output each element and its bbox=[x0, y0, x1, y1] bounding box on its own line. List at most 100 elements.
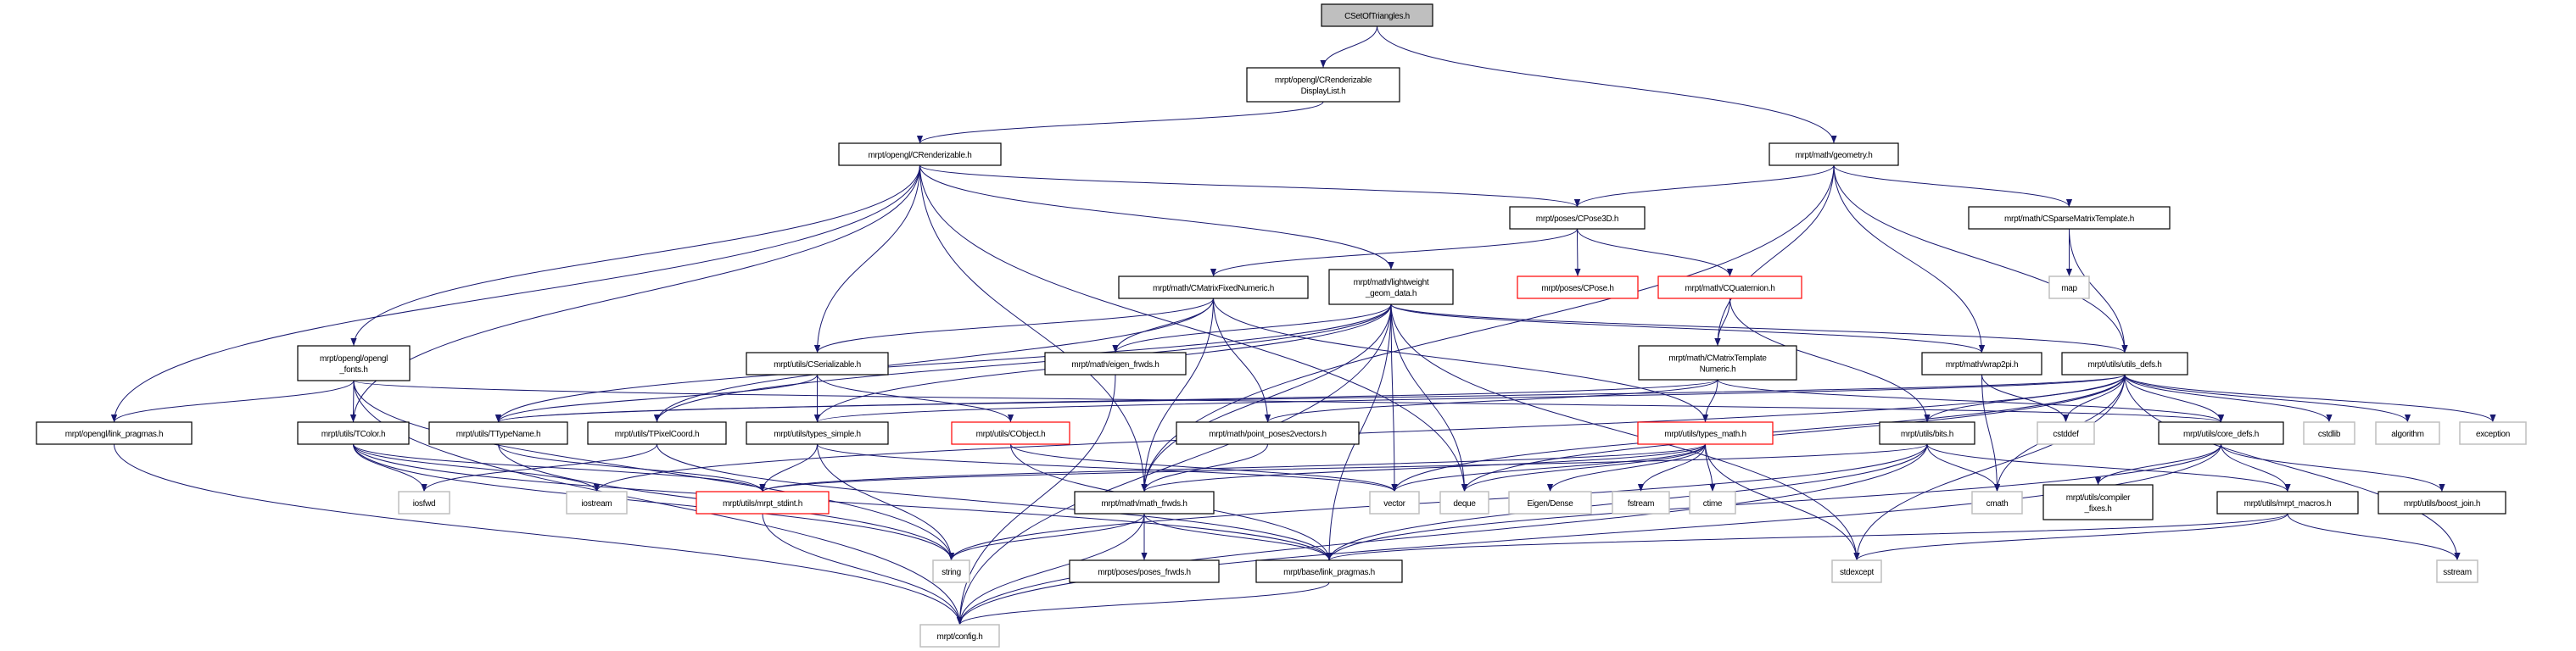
edge-bits-to-string bbox=[948, 443, 1928, 561]
node-compfixes[interactable]: mrpt/utils/compiler_fixes.h bbox=[2042, 484, 2154, 520]
node-label: mrpt/utils/core_defs.h bbox=[2183, 430, 2259, 439]
node-gllink[interactable]: mrpt/opengl/link_pragmas.h bbox=[36, 421, 193, 445]
node-exception: exception bbox=[2459, 421, 2527, 445]
edge-templnum-to-pp2v bbox=[1265, 379, 1718, 423]
edge-macros-to-baselink bbox=[1326, 513, 2288, 561]
node-label: mrpt/utils/CObject.h bbox=[976, 430, 1046, 439]
edge-renderizable-to-lightweight bbox=[919, 164, 1394, 270]
node-iostream: iostream bbox=[566, 491, 628, 515]
edge-serializable-to-ttypename bbox=[495, 374, 818, 423]
node-macros[interactable]: mrpt/utils/mrpt_macros.h bbox=[2216, 491, 2359, 515]
node-coredefs[interactable]: mrpt/utils/core_defs.h bbox=[2158, 421, 2284, 445]
node-label: mrpt/poses/CPose.h bbox=[1541, 284, 1613, 293]
node-algorithm: algorithm bbox=[2375, 421, 2440, 445]
edge-fixednum-to-serializable bbox=[814, 298, 1214, 353]
node-box bbox=[746, 421, 889, 445]
edge-coredefs-to-config bbox=[957, 443, 2221, 626]
node-label: mrpt/utils/TTypeName.h bbox=[456, 430, 541, 439]
edge-utilsdefs-to-exception bbox=[2124, 374, 2496, 423]
node-ctime: ctime bbox=[1689, 491, 1736, 515]
node-label: cmath bbox=[1986, 499, 2009, 509]
edge-root-to-geometry bbox=[1377, 25, 1837, 144]
node-box bbox=[1971, 491, 2023, 515]
edge-quaternion-to-bits bbox=[1729, 298, 1931, 423]
node-tcolor[interactable]: mrpt/utils/TColor.h bbox=[297, 421, 410, 445]
edge-geometry-to-utilsdefs bbox=[1833, 164, 2128, 353]
edge-templnum-to-coredefs bbox=[1717, 379, 2224, 423]
node-label: mrpt/base/link_pragmas.h bbox=[1283, 568, 1375, 577]
node-box bbox=[1369, 491, 1420, 515]
node-sstream: sstream bbox=[2436, 559, 2478, 583]
edge-fonts-to-gllink bbox=[111, 380, 355, 423]
edge-fonts-to-string bbox=[353, 380, 955, 561]
node-bits[interactable]: mrpt/utils/bits.h bbox=[1879, 421, 1975, 445]
edge-renderizable-to-mathfrwds bbox=[919, 164, 1148, 492]
edge-utilsdefs-to-algorithm bbox=[2124, 374, 2411, 423]
node-label: mrpt/math/point_poses2vectors.h bbox=[1209, 430, 1327, 439]
node-label: mrpt/math/geometry.h bbox=[1795, 151, 1872, 160]
node-label: mrpt/utils/utils_defs.h bbox=[2087, 360, 2161, 370]
edge-fixednum-to-tpixel bbox=[653, 298, 1214, 423]
edge-typesmath-to-stdint bbox=[759, 443, 1706, 492]
node-box bbox=[2042, 484, 2154, 520]
node-cobject[interactable]: mrpt/utils/CObject.h bbox=[951, 421, 1070, 445]
node-fixednum[interactable]: mrpt/math/CMatrixFixedNumeric.h bbox=[1118, 275, 1309, 299]
node-geometry[interactable]: mrpt/math/geometry.h bbox=[1769, 142, 1899, 166]
node-utilsdefs[interactable]: mrpt/utils/utils_defs.h bbox=[2061, 352, 2188, 376]
node-tpixel[interactable]: mrpt/utils/TPixelCoord.h bbox=[587, 421, 727, 445]
node-root[interactable]: CSetOfTriangles.h bbox=[1321, 3, 1433, 27]
edge-tpixel-to-iosfwd bbox=[421, 443, 657, 492]
edge-lightweight-to-config bbox=[956, 303, 1392, 626]
edge-coredefs-to-boostjoin bbox=[2221, 443, 2445, 492]
node-eigenfrwds[interactable]: mrpt/math/eigen_frwds.h bbox=[1044, 352, 1187, 376]
node-typesmath[interactable]: mrpt/utils/types_math.h bbox=[1637, 421, 1774, 445]
edge-tcolor-to-baselink bbox=[353, 443, 1333, 561]
node-sparse[interactable]: mrpt/math/CSparseMatrixTemplate.h bbox=[1968, 206, 2171, 230]
node-label: mrpt/utils/TColor.h bbox=[321, 430, 385, 439]
node-label: mrpt/math/wrap2pi.h bbox=[1946, 360, 2018, 370]
node-label: mrpt/opengl/link_pragmas.h bbox=[65, 430, 164, 439]
edge-fixednum-to-typesmath bbox=[1213, 298, 1709, 423]
node-label: algorithm bbox=[2391, 430, 2423, 439]
node-box bbox=[1176, 421, 1360, 445]
node-label: mrpt/opengl/CRenderizable bbox=[1275, 76, 1372, 86]
edge-tpixel-to-baselink bbox=[657, 443, 1333, 561]
node-cpose[interactable]: mrpt/poses/CPose.h bbox=[1517, 275, 1639, 299]
edge-pp2v-to-mathfrwds bbox=[1141, 443, 1268, 492]
edge-cpose3d-to-quaternion bbox=[1577, 228, 1734, 277]
node-ttypename[interactable]: mrpt/utils/TTypeName.h bbox=[428, 421, 568, 445]
edge-bits-to-cmath bbox=[1926, 443, 2001, 492]
node-label: mrpt/math/CSparseMatrixTemplate.h bbox=[2004, 214, 2134, 224]
node-baselink[interactable]: mrpt/base/link_pragmas.h bbox=[1255, 559, 1403, 583]
node-label: mrpt/math/CMatrixFixedNumeric.h bbox=[1153, 284, 1274, 293]
edge-serializable-to-cobject bbox=[817, 374, 1014, 423]
node-box bbox=[1612, 491, 1670, 515]
edge-mathfrwds-to-baselink bbox=[1143, 513, 1333, 561]
node-fonts[interactable]: mrpt/opengl/opengl_fonts.h bbox=[297, 345, 411, 381]
node-posesfrwds[interactable]: mrpt/poses/poses_frwds.h bbox=[1069, 559, 1220, 583]
node-quaternion[interactable]: mrpt/math/CQuaternion.h bbox=[1657, 275, 1802, 299]
node-cmath: cmath bbox=[1971, 491, 2023, 515]
node-typessimple[interactable]: mrpt/utils/types_simple.h bbox=[746, 421, 889, 445]
node-box bbox=[2048, 275, 2090, 299]
edge-coredefs-to-compfixes bbox=[2094, 443, 2221, 486]
node-lightweight[interactable]: mrpt/math/lightweight _geom_data.h bbox=[1328, 269, 1454, 305]
node-mathfrwds[interactable]: mrpt/math/math_frwds.h bbox=[1074, 491, 1215, 515]
node-cpose3d[interactable]: mrpt/poses/CPose3D.h bbox=[1509, 206, 1646, 230]
node-boostjoin[interactable]: mrpt/utils/boost_join.h bbox=[2378, 491, 2506, 515]
edge-lightweight-to-tpixel bbox=[654, 303, 1392, 423]
node-box bbox=[1657, 275, 1802, 299]
node-wrap2pi[interactable]: mrpt/math/wrap2pi.h bbox=[1921, 352, 2042, 376]
node-box bbox=[2216, 491, 2359, 515]
node-box bbox=[2158, 421, 2284, 445]
edge-renderizable-to-serializable bbox=[813, 164, 920, 353]
node-stdint[interactable]: mrpt/utils/mrpt_stdint.h bbox=[696, 491, 830, 515]
node-box bbox=[951, 421, 1070, 445]
node-box bbox=[1968, 206, 2171, 230]
node-pp2v[interactable]: mrpt/math/point_poses2vectors.h bbox=[1176, 421, 1360, 445]
node-serializable[interactable]: mrpt/utils/CSerializable.h bbox=[746, 352, 889, 376]
node-renderizable[interactable]: mrpt/opengl/CRenderizable.h bbox=[838, 142, 1002, 166]
edge-lightweight-to-stdexcept bbox=[1390, 303, 1860, 561]
